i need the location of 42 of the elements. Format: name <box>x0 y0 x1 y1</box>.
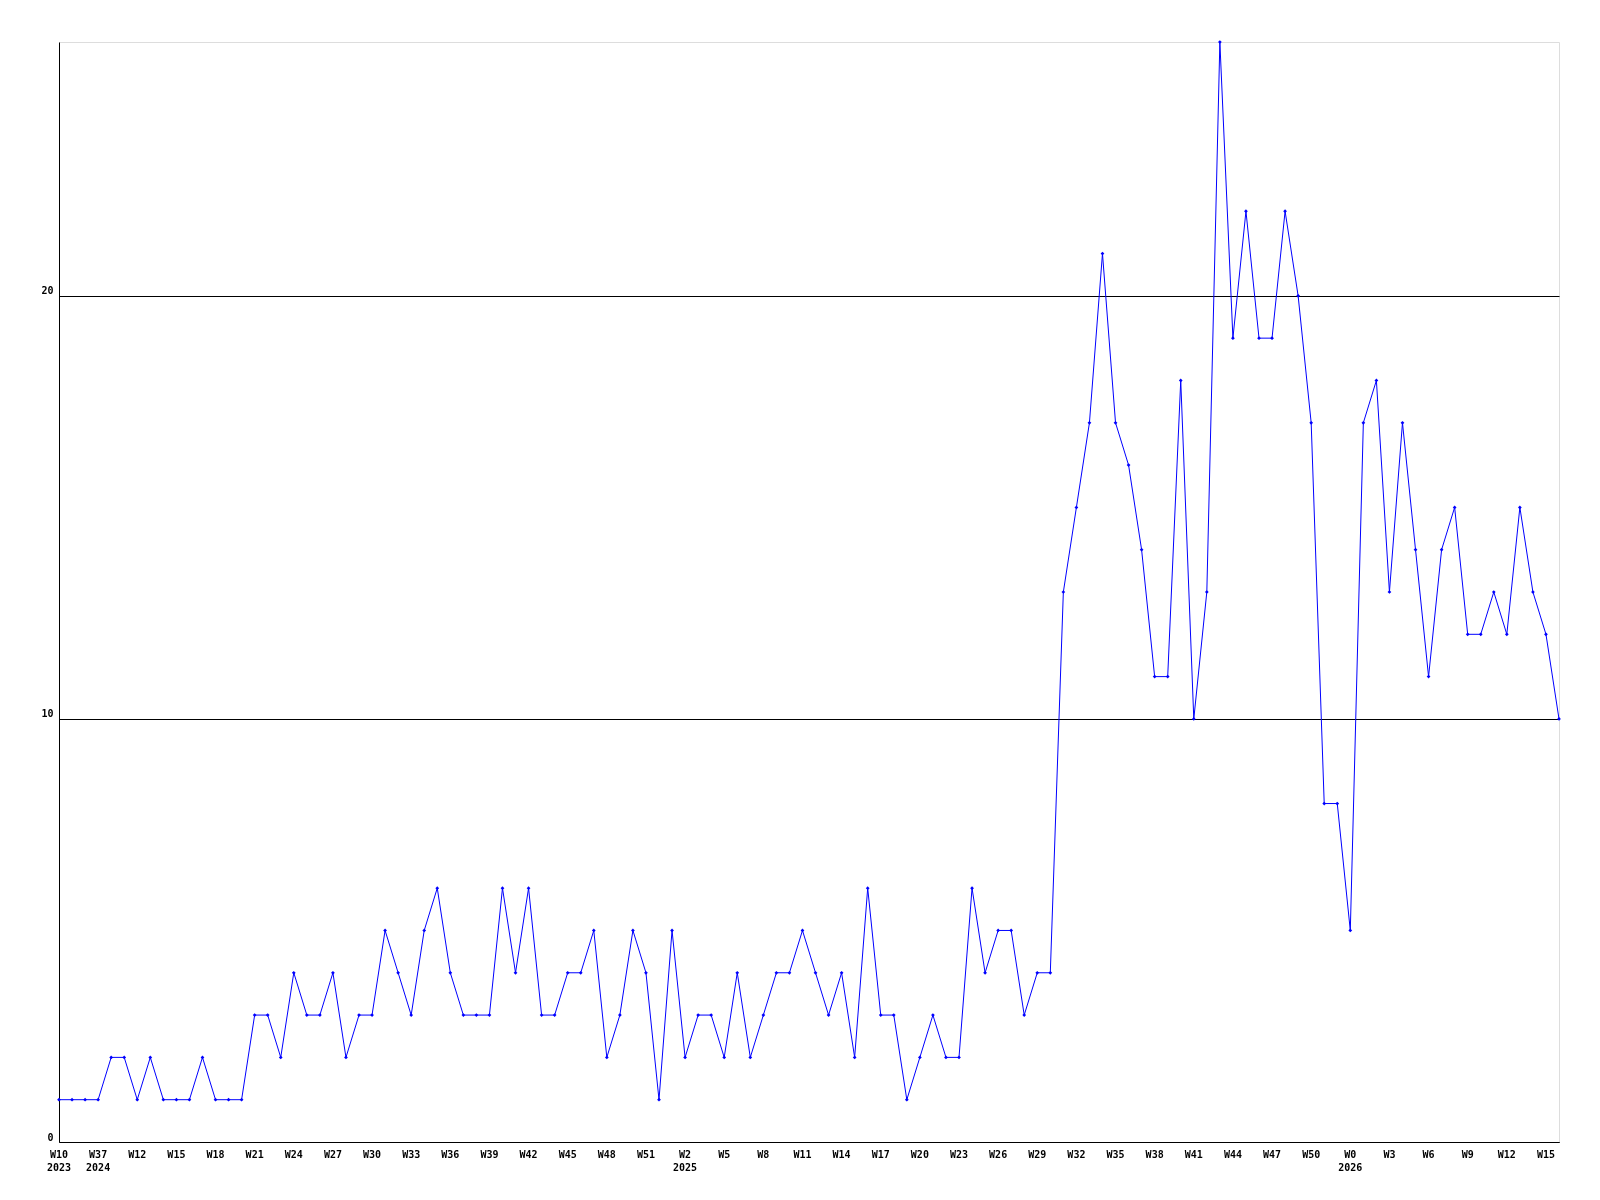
x-tick-label: W37 2024 <box>86 1149 111 1173</box>
x-tick-label: W33 <box>402 1149 421 1160</box>
x-tick-label: W45 <box>558 1149 577 1160</box>
x-tick-label: W26 <box>989 1149 1008 1160</box>
x-tick-label: W32 <box>1067 1149 1086 1160</box>
x-tick-label: W12 <box>1497 1149 1516 1160</box>
x-tick-label: W17 <box>871 1149 890 1160</box>
x-tick-label: W5 <box>718 1149 731 1160</box>
x-tick-label: W20 <box>910 1149 929 1160</box>
x-tick-label: W44 <box>1223 1149 1242 1160</box>
x-tick-label: W18 <box>206 1149 225 1160</box>
x-tick-label: W30 <box>363 1149 382 1160</box>
x-tick-label: W51 <box>636 1149 655 1160</box>
x-tick-label: W21 <box>245 1149 264 1160</box>
x-tick-label: W48 <box>597 1149 616 1160</box>
x-tick-label: W6 <box>1422 1149 1435 1160</box>
x-tick-label: W12 <box>128 1149 147 1160</box>
x-tick-label: W15 <box>167 1149 186 1160</box>
x-tick-label: W35 <box>1106 1149 1125 1160</box>
x-tick-label: W50 <box>1302 1149 1321 1160</box>
x-tick-label: W47 <box>1263 1149 1282 1160</box>
x-tick-label: W8 <box>757 1149 770 1160</box>
x-tick-label: W11 <box>793 1149 812 1160</box>
y-tick-label: 20 <box>41 285 54 297</box>
x-tick-label: W29 <box>1028 1149 1047 1160</box>
x-tick-label: W14 <box>832 1149 851 1160</box>
x-tick-label: W2 2025 <box>673 1149 698 1173</box>
x-tick-label: W0 2026 <box>1338 1149 1363 1173</box>
x-tick-label: W24 <box>284 1149 303 1160</box>
x-tick-label: W9 <box>1461 1149 1474 1160</box>
x-tick-label: W23 <box>949 1149 969 1160</box>
x-tick-label: W39 <box>480 1149 499 1160</box>
x-tick-label: W3 <box>1383 1149 1396 1160</box>
y-tick-label: 10 <box>41 708 54 720</box>
x-tick-label: W36 <box>441 1149 460 1160</box>
x-tick-label: W41 <box>1184 1149 1203 1160</box>
x-tick-label: W10 2023 <box>46 1149 72 1173</box>
x-tick-label: W38 <box>1145 1149 1164 1160</box>
y-tick-label: 0 <box>47 1131 54 1143</box>
x-tick-label: W27 <box>323 1149 342 1160</box>
x-tick-label: W15 <box>1536 1149 1555 1160</box>
x-tick-label: W42 <box>519 1149 538 1160</box>
